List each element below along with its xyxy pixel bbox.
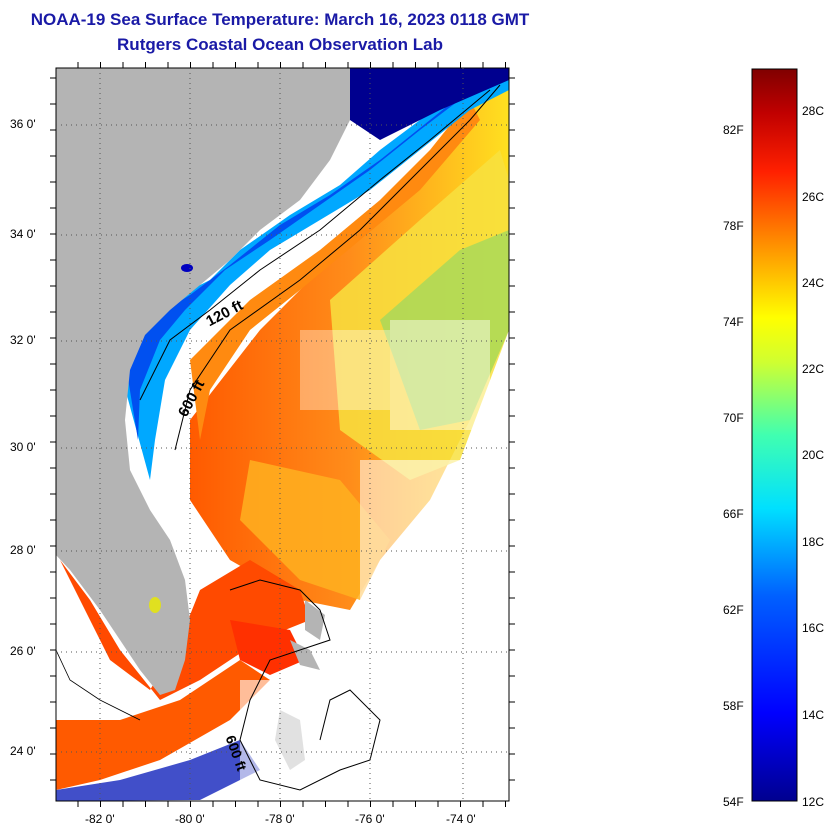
cb-c-22: 22C [802,362,825,376]
cb-f-58: 58F [723,699,744,713]
lat-label-28: 28 0' [10,543,36,557]
lat-label-34: 34 0' [10,227,36,241]
cb-c-20: 20C [802,448,825,462]
cb-c-18: 18C [802,535,825,549]
cb-f-70: 70F [723,411,744,425]
cb-c-26: 26C [802,190,825,204]
cb-f-66: 66F [723,507,744,521]
lat-label-24: 24 0' [10,744,36,758]
cb-f-78: 78F [723,219,744,233]
cb-c-14: 14C [802,708,825,722]
map-title: NOAA-19 Sea Surface Temperature: March 1… [30,10,530,29]
cb-c-16: 16C [802,621,825,635]
lon-label-80: -80 0' [175,812,205,826]
lon-label-78: -78 0' [265,812,295,826]
lat-label-26: 26 0' [10,644,36,658]
cb-f-82: 82F [723,123,744,137]
cb-c-28: 28C [802,104,825,118]
lon-label-82: -82 0' [85,812,115,826]
lat-label-36: 36 0' [10,117,36,131]
cb-c-24: 24C [802,276,825,290]
colorbar [751,68,798,802]
contour-600ft [174,84,501,451]
contour-120ft [139,89,491,401]
lon-label-76: -76 0' [355,812,385,826]
lat-label-30: 30 0' [10,440,36,454]
lon-label-74: -74 0' [446,812,476,826]
cb-c-12: 12C [802,795,825,809]
cb-f-54: 54F [723,795,744,809]
land-us [56,68,350,695]
cb-f-74: 74F [723,315,744,329]
cb-f-62: 62F [723,603,744,617]
map-subtitle: Rutgers Coastal Ocean Observation Lab [117,35,443,54]
lat-label-32: 32 0' [10,333,36,347]
